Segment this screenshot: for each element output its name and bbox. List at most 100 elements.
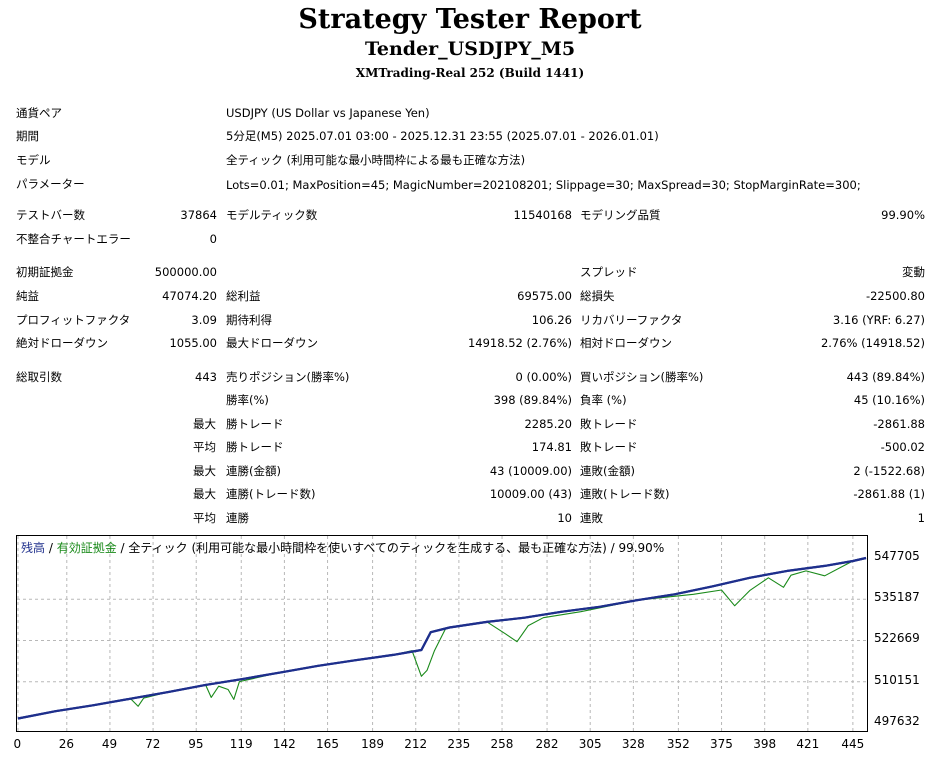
expected-value: 106.26 <box>531 313 572 327</box>
long-label: 買いポジション(勝率%) <box>580 370 704 384</box>
trades-label: 総取引数 <box>16 370 62 384</box>
deposit-label: 初期証拠金 <box>16 265 74 279</box>
legend-separator: / <box>45 541 57 555</box>
x-tick-label: 119 <box>229 737 253 751</box>
avg-label-2: 平均 <box>193 511 216 525</box>
grossloss-label: 総損失 <box>580 289 615 303</box>
chart-plot <box>17 536 867 731</box>
balance-chart: 残高 / 有効証拠金 / 全ティック (利用可能な最小時間枠を使いすべてのティッ… <box>16 535 868 732</box>
x-tick-label: 375 <box>710 737 733 751</box>
spread-value: 変動 <box>902 265 925 279</box>
max-cons-loss-label: 連敗(金額) <box>580 464 635 478</box>
max-label-1: 最大 <box>193 417 216 431</box>
bars-label: テストバー数 <box>16 208 85 222</box>
avg-label-1: 平均 <box>193 440 216 454</box>
legend-description: / 全ティック (利用可能な最小時間枠を使いすべてのティックを生成する、最も正確… <box>116 541 665 555</box>
netprofit-value: 47074.20 <box>162 289 217 303</box>
x-tick-label: 328 <box>621 737 645 751</box>
chart-legend: 残高 / 有効証拠金 / 全ティック (利用可能な最小時間枠を使いすべてのティッ… <box>21 539 664 556</box>
equity-line <box>17 557 867 720</box>
short-label: 売りポジション(勝率%) <box>226 370 350 384</box>
x-tick-label: 398 <box>753 737 777 751</box>
largest-win-value: 2285.20 <box>524 417 572 431</box>
winrate-value: 398 (89.84%) <box>493 393 572 407</box>
x-tick-label: 235 <box>447 737 471 751</box>
x-tick-label: 165 <box>316 737 339 751</box>
params-value: Lots=0.01; MaxPosition=45; MagicNumber=2… <box>226 178 861 192</box>
ticks-value: 11540168 <box>513 208 572 222</box>
avg-win-label: 勝トレード <box>226 440 284 454</box>
report-build: XMTrading-Real 252 (Build 1441) <box>355 66 585 80</box>
max-cons-profit-label: 連勝(トレード数) <box>226 487 316 501</box>
mismatch-value: 0 <box>209 232 217 246</box>
quality-value: 99.90% <box>881 208 925 222</box>
y-tick-label: 522669 <box>874 631 920 646</box>
balance-line-overlay <box>17 556 867 720</box>
avg-cons-win-label: 連勝 <box>226 511 249 525</box>
absdd-label: 絶対ドローダウン <box>16 336 108 350</box>
model-label: モデル <box>16 153 51 167</box>
max-cons-lossamt-value: -2861.88 (1) <box>853 487 925 501</box>
largest-loss-value: -2861.88 <box>873 417 925 431</box>
pair-value: USDJPY (US Dollar vs Japanese Yen) <box>226 106 430 120</box>
x-tick-label: 189 <box>361 737 384 751</box>
grossprofit-label: 総利益 <box>226 289 261 303</box>
y-tick-label: 510151 <box>874 672 920 687</box>
grossprofit-value: 69575.00 <box>517 289 572 303</box>
max-cons-win-label: 連勝(金額) <box>226 464 281 478</box>
balance-line <box>17 556 867 720</box>
x-tick-label: 445 <box>841 737 865 751</box>
report-subtitle: Tender_USDJPY_M5 <box>364 38 576 60</box>
winrate-label: 勝率(%) <box>226 393 269 407</box>
lossrate-value: 45 (10.16%) <box>853 393 925 407</box>
period-value: 5分足(M5) 2025.07.01 03:00 - 2025.12.31 23… <box>226 129 659 143</box>
y-tick-label: 547705 <box>874 549 920 563</box>
netprofit-label: 純益 <box>16 289 39 303</box>
params-label: パラメーター <box>16 177 85 191</box>
grossloss-value: -22500.80 <box>865 289 925 303</box>
pf-value: 3.09 <box>191 313 217 327</box>
x-tick-label: 0 <box>13 737 22 751</box>
recovery-label: リカバリーファクタ <box>580 313 683 327</box>
reldd-label: 相対ドローダウン <box>580 336 672 350</box>
avg-loss-label: 敗トレード <box>580 440 638 454</box>
max-cons-profit-value: 10009.00 (43) <box>489 487 572 501</box>
avg-loss-value: -500.02 <box>880 440 925 454</box>
pair-label: 通貨ペア <box>16 106 62 120</box>
max-label-2: 最大 <box>193 464 216 478</box>
reldd-value: 2.76% (14918.52) <box>820 336 925 350</box>
report-title: Strategy Tester Report <box>298 4 642 35</box>
ticks-label: モデルティック数 <box>226 208 318 222</box>
short-value: 0 (0.00%) <box>515 370 572 384</box>
avg-cons-win-value: 10 <box>557 511 572 525</box>
y-tick-label: 497632 <box>874 714 920 728</box>
x-tick-label: 258 <box>490 737 514 751</box>
largest-win-label: 勝トレード <box>226 417 284 431</box>
x-tick-label: 72 <box>145 737 161 751</box>
max-cons-win-value: 43 (10009.00) <box>489 464 572 478</box>
spread-label: スプレッド <box>580 265 638 279</box>
x-tick-label: 49 <box>101 737 118 751</box>
avg-cons-loss-value: 1 <box>917 511 925 525</box>
avg-win-value: 174.81 <box>531 440 572 454</box>
recovery-value: 3.16 (YRF: 6.27) <box>832 313 925 327</box>
x-tick-label: 95 <box>188 737 204 751</box>
x-tick-label: 352 <box>666 737 690 751</box>
max-cons-loss-value: 2 (-1522.68) <box>853 464 925 478</box>
x-tick-label: 421 <box>796 737 820 751</box>
expected-label: 期待利得 <box>226 313 272 327</box>
mismatch-label: 不整合チャートエラー <box>16 232 131 246</box>
deposit-value: 500000.00 <box>154 265 217 279</box>
lossrate-label: 負率 (%) <box>580 393 627 407</box>
period-label: 期間 <box>16 129 39 143</box>
x-tick-label: 142 <box>272 737 296 751</box>
long-value: 443 (89.84%) <box>846 370 925 384</box>
y-tick-label: 535187 <box>874 590 920 605</box>
absdd-value: 1055.00 <box>169 336 217 350</box>
quality-label: モデリング品質 <box>580 208 661 222</box>
x-tick-label: 212 <box>404 737 428 751</box>
model-value: 全ティック (利用可能な最小時間枠による最も正確な方法) <box>226 153 526 167</box>
x-tick-label: 305 <box>578 737 602 751</box>
x-tick-label: 282 <box>535 737 559 751</box>
avg-cons-loss-label: 連敗 <box>580 511 603 525</box>
